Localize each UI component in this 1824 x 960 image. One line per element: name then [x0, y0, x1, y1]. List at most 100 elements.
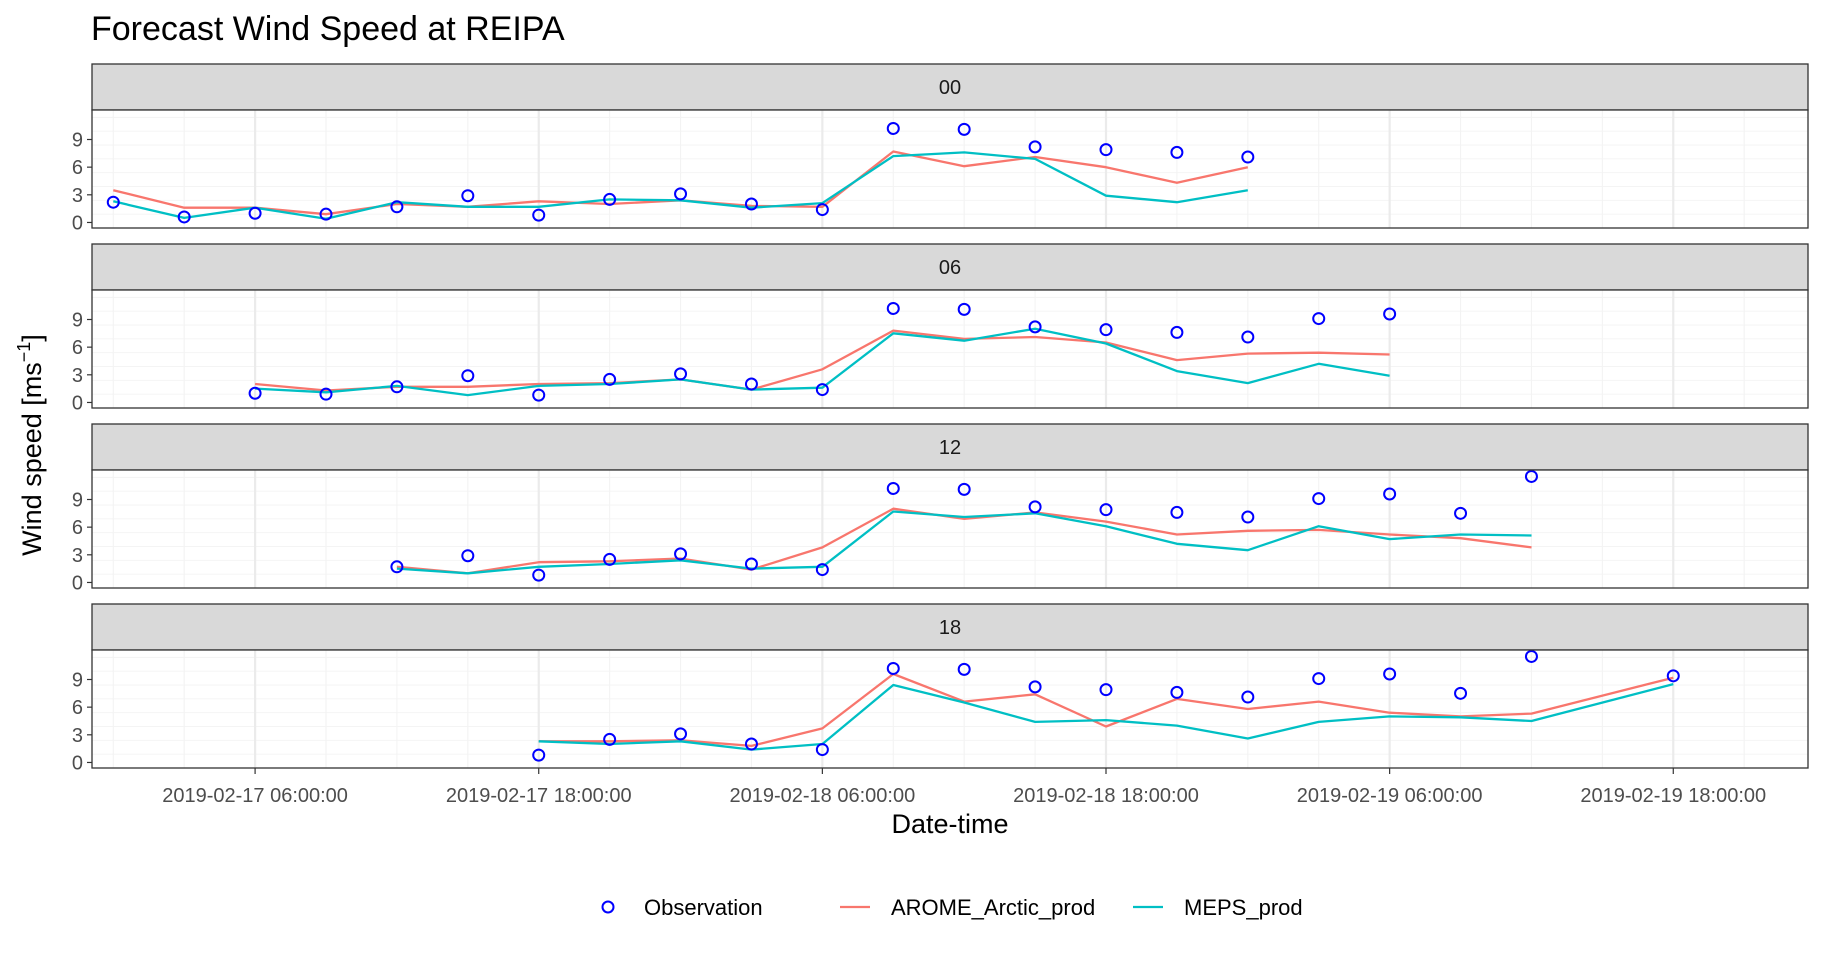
- panel-border: [91, 649, 1809, 769]
- observation-point: [1454, 686, 1468, 700]
- observation-point: [532, 208, 546, 222]
- observation-point: [461, 369, 475, 383]
- x-tick-label: 2019-02-19 06:00:00: [1297, 785, 1483, 807]
- observation-point: [744, 737, 758, 751]
- panel-plot-area: [92, 650, 1808, 768]
- observation-point: [674, 367, 688, 381]
- panel-plot-area: [92, 110, 1808, 228]
- observation-point: [957, 662, 971, 676]
- y-tick-label: 3: [72, 545, 83, 567]
- observation-point: [1170, 145, 1184, 159]
- observation-point: [1312, 672, 1326, 686]
- observation-point: [390, 200, 404, 214]
- legend-label: AROME_Arctic_prod: [891, 895, 1095, 920]
- observation-point: [1170, 325, 1184, 339]
- observation-point: [744, 557, 758, 571]
- y-tick-label: 0: [72, 392, 83, 414]
- observation-point: [106, 195, 120, 209]
- x-tick-label: 2019-02-18 18:00:00: [1013, 785, 1199, 807]
- observation-point: [886, 481, 900, 495]
- x-tick-label: 2019-02-19 18:00:00: [1580, 785, 1766, 807]
- y-tick-label: 6: [72, 337, 83, 359]
- observation-point: [319, 387, 333, 401]
- y-tick-label: 0: [72, 572, 83, 594]
- observation-point: [461, 549, 475, 563]
- observation-point: [603, 192, 617, 206]
- y-axis-title-main: Wind speed [ms: [17, 362, 47, 556]
- observation-point: [532, 568, 546, 582]
- observation-point: [886, 301, 900, 315]
- observation-point: [1383, 307, 1397, 321]
- observation-point: [957, 122, 971, 136]
- y-tick-label: 3: [72, 185, 83, 207]
- observation-point: [248, 206, 262, 220]
- observation-point: [1241, 690, 1255, 704]
- observation-point: [1028, 680, 1042, 694]
- panel-strip: [91, 603, 1809, 651]
- observation-point: [532, 748, 546, 762]
- x-tick-label: 2019-02-18 06:00:00: [730, 785, 916, 807]
- observation-point: [674, 187, 688, 201]
- panel-strip: [91, 423, 1809, 471]
- x-tick-label: 2019-02-17 06:00:00: [162, 785, 348, 807]
- y-tick-label: 9: [72, 310, 83, 332]
- series-line-meps-prod: [255, 327, 1390, 397]
- x-axis: 2019-02-17 06:00:00 2019-02-17 18:00:00 20…: [162, 768, 1766, 807]
- panel-18: 18 0 3 6 9: [72, 603, 1809, 774]
- observation-point: [1028, 320, 1042, 334]
- observation-point: [603, 552, 617, 566]
- legend-label: Observation: [644, 895, 763, 920]
- observation-point: [532, 388, 546, 402]
- series-line-meps-prod: [538, 682, 1674, 751]
- x-axis-title: Date-time: [891, 809, 1008, 839]
- y-tick-label: 0: [72, 212, 83, 234]
- y-tick-label: 9: [72, 670, 83, 692]
- observation-point: [390, 380, 404, 394]
- observation-point: [1170, 685, 1184, 699]
- observation-point: [1099, 323, 1113, 337]
- observation-point: [1099, 503, 1113, 517]
- observation-point: [1454, 506, 1468, 520]
- observation-point: [815, 383, 829, 397]
- observation-point: [390, 560, 404, 574]
- y-axis-title: Wind speed [ms−1]: [14, 334, 47, 556]
- observation-point: [1028, 500, 1042, 514]
- legend: Observation AROME_Arctic_prod MEPS_prod: [601, 895, 1303, 920]
- x-tick-label: 2019-02-17 18:00:00: [446, 785, 632, 807]
- observation-point: [744, 197, 758, 211]
- panel-strip-label: 12: [939, 437, 961, 459]
- y-tick-label: 0: [72, 752, 83, 774]
- chart-title: Forecast Wind Speed at REIPA: [91, 10, 565, 48]
- observation-point: [815, 203, 829, 217]
- y-axis-title-sup: −1: [14, 342, 34, 363]
- observation-point: [1241, 510, 1255, 524]
- panel-06: 06 0 3 6 9: [72, 243, 1809, 414]
- y-tick-label: 9: [72, 490, 83, 512]
- y-tick-label: 6: [72, 157, 83, 179]
- panel-strip-label: 06: [939, 257, 961, 279]
- panel-12: 12 0 3 6 9: [72, 423, 1809, 594]
- observation-point: [319, 207, 333, 221]
- observation-point: [1524, 469, 1538, 483]
- legend-key-observation: [601, 900, 615, 914]
- observation-point: [1099, 683, 1113, 697]
- observation-point: [1383, 667, 1397, 681]
- observation-point: [1170, 505, 1184, 519]
- y-axis-title-close: ]: [17, 334, 47, 342]
- series-line-meps-prod: [396, 510, 1532, 575]
- panel-border: [91, 469, 1809, 589]
- y-tick-label: 6: [72, 697, 83, 719]
- observation-point: [1099, 143, 1113, 157]
- y-tick-label: 9: [72, 130, 83, 152]
- panel-border: [91, 109, 1809, 229]
- observation-point: [744, 377, 758, 391]
- y-tick-label: 3: [72, 365, 83, 387]
- observation-point: [957, 482, 971, 496]
- observation-point: [461, 189, 475, 203]
- observation-point: [886, 121, 900, 135]
- observation-point: [1312, 492, 1326, 506]
- y-tick-label: 6: [72, 517, 83, 539]
